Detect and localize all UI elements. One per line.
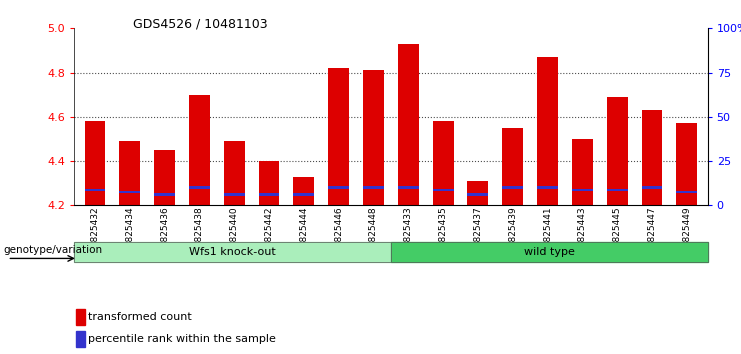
Bar xyxy=(642,186,662,189)
Text: GDS4526 / 10481103: GDS4526 / 10481103 xyxy=(133,18,268,31)
Bar xyxy=(468,181,488,205)
Bar xyxy=(398,44,419,205)
Bar xyxy=(502,128,523,205)
Text: Wfs1 knock-out: Wfs1 knock-out xyxy=(189,247,276,257)
Bar xyxy=(84,189,105,191)
Bar xyxy=(76,309,85,325)
Bar xyxy=(328,186,349,189)
Bar xyxy=(74,242,391,262)
Bar xyxy=(363,70,384,205)
Bar xyxy=(572,139,593,205)
Bar xyxy=(363,186,384,189)
Text: transformed count: transformed count xyxy=(88,312,192,322)
Bar xyxy=(259,193,279,196)
Bar xyxy=(502,186,523,189)
Text: wild type: wild type xyxy=(524,247,575,257)
Bar xyxy=(293,193,314,196)
Bar xyxy=(391,242,708,262)
Bar xyxy=(607,97,628,205)
Bar xyxy=(642,110,662,205)
Bar xyxy=(84,121,105,205)
Bar xyxy=(572,189,593,191)
Bar xyxy=(224,141,245,205)
Bar xyxy=(537,57,558,205)
Bar xyxy=(154,193,175,196)
Bar xyxy=(398,186,419,189)
Bar xyxy=(76,331,85,347)
Bar xyxy=(537,186,558,189)
Text: genotype/variation: genotype/variation xyxy=(4,245,103,255)
Bar xyxy=(677,191,697,193)
Bar xyxy=(189,95,210,205)
Bar xyxy=(391,242,708,262)
Text: percentile rank within the sample: percentile rank within the sample xyxy=(88,334,276,344)
Bar xyxy=(224,193,245,196)
Bar xyxy=(154,150,175,205)
Bar xyxy=(677,124,697,205)
Bar xyxy=(433,189,453,191)
Bar xyxy=(293,177,314,205)
Bar xyxy=(433,121,453,205)
Bar xyxy=(607,189,628,191)
Bar xyxy=(189,186,210,189)
Bar xyxy=(119,141,140,205)
Bar xyxy=(74,242,391,262)
Bar xyxy=(468,193,488,196)
Bar xyxy=(328,68,349,205)
Bar xyxy=(119,191,140,193)
Bar xyxy=(259,161,279,205)
